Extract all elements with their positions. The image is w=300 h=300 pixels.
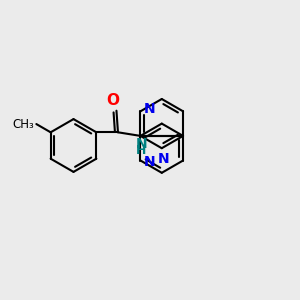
Text: N: N (135, 136, 147, 151)
Text: CH₃: CH₃ (12, 118, 34, 130)
Text: N: N (158, 152, 169, 166)
Text: N: N (144, 102, 156, 116)
Text: H: H (136, 144, 146, 157)
Text: N: N (144, 155, 156, 169)
Text: O: O (106, 93, 119, 108)
